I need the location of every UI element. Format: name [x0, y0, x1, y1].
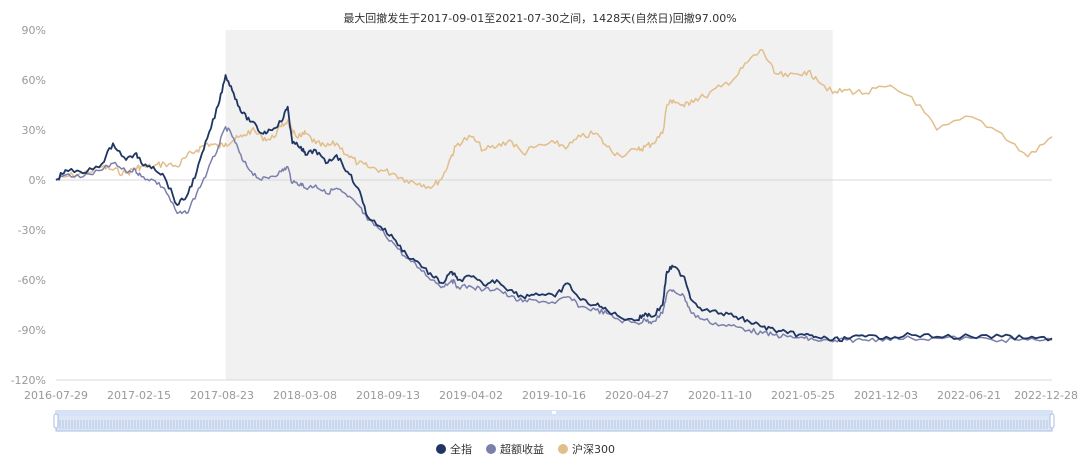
data-zoom-slider[interactable]: [53, 410, 1055, 432]
legend-label[interactable]: 沪深300: [572, 442, 615, 456]
y-tick-label: -60%: [18, 274, 46, 287]
data-zoom-center-grip[interactable]: [552, 411, 556, 414]
x-tick-label: 2017-02-15: [107, 389, 171, 402]
legend-label[interactable]: 全指: [450, 442, 472, 456]
x-tick-label: 2018-03-08: [273, 389, 337, 402]
series-line-0: [55, 74, 1053, 343]
drawdown-period-band: [225, 30, 833, 380]
x-axis: 2016-07-29 2017-02-15 2017-08-23 2018-03-08…: [24, 389, 1078, 402]
x-tick-label: 2022-12-28: [1014, 389, 1078, 402]
x-tick-label: 2019-04-02: [439, 389, 503, 402]
y-tick-label: 90%: [22, 24, 46, 37]
legend-marker[interactable]: [558, 444, 568, 454]
legend: 全指 超额收益 沪深300: [436, 442, 615, 456]
legend-label[interactable]: 超额收益: [500, 442, 544, 456]
x-tick-label: 2020-04-27: [605, 389, 669, 402]
y-tick-label: -90%: [18, 324, 46, 337]
series-layer: [55, 48, 1053, 344]
x-tick-label: 2021-05-25: [771, 389, 835, 402]
x-tick-label: 2019-10-16: [522, 389, 586, 402]
x-tick-label: 2020-11-10: [688, 389, 752, 402]
x-tick-label: 2016-07-29: [24, 389, 88, 402]
series-line-2: [55, 48, 1053, 190]
x-tick-label: 2017-08-23: [190, 389, 254, 402]
x-tick-label: 2022-06-21: [937, 389, 1001, 402]
y-tick-label: -120%: [11, 374, 46, 387]
legend-marker[interactable]: [436, 444, 446, 454]
legend-marker[interactable]: [486, 444, 496, 454]
x-tick-label: 2021-12-03: [854, 389, 918, 402]
y-tick-label: 30%: [22, 124, 46, 137]
data-zoom-preview: [59, 420, 1048, 429]
y-tick-label: 60%: [22, 74, 46, 87]
y-tick-label: -30%: [18, 224, 46, 237]
data-zoom-left-handle[interactable]: [53, 413, 59, 429]
y-tick-label: 0%: [29, 174, 46, 187]
x-tick-label: 2018-09-13: [356, 389, 420, 402]
data-zoom-right-handle[interactable]: [1049, 413, 1055, 429]
series-line-1: [55, 125, 1053, 344]
chart-title: 最大回撤发生于2017-09-01至2021-07-30之间，1428天(自然日…: [343, 11, 736, 25]
y-axis: 90% 60% 30% 0% -30% -60% -90% -120%: [11, 24, 46, 387]
